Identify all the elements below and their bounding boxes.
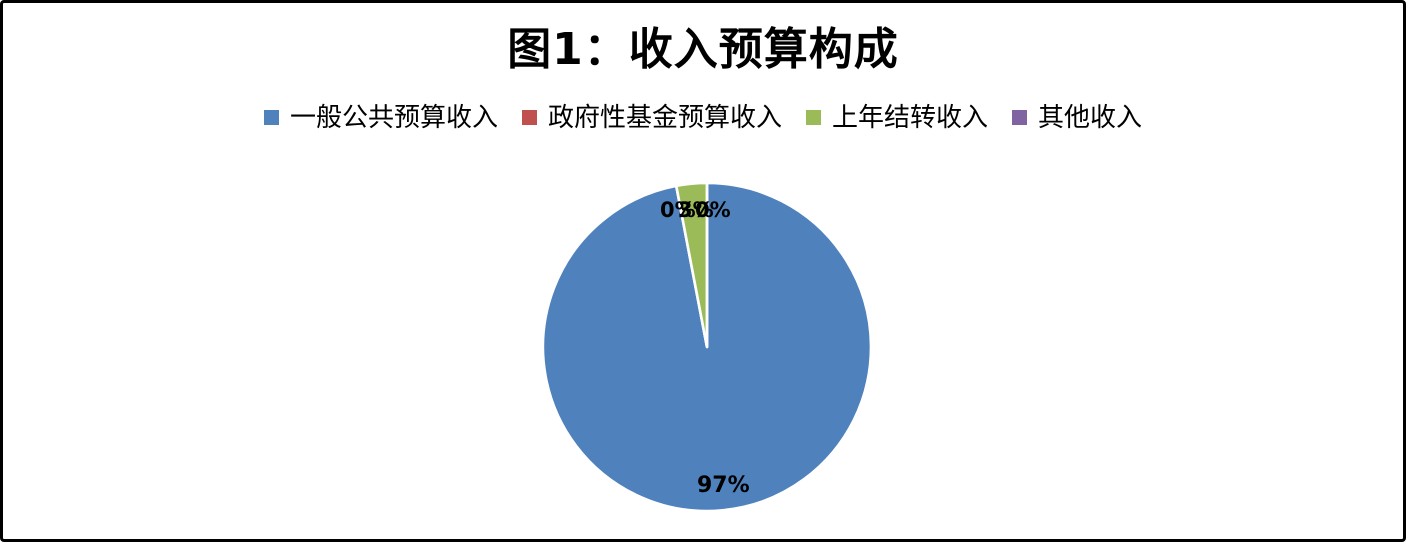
data-label-other-income: 0%	[695, 198, 731, 222]
data-label-government-fund-budget: 0%	[660, 198, 696, 222]
legend-swatch-red-icon	[521, 109, 537, 125]
data-label-carryover-income: 3%	[678, 198, 714, 222]
legend-swatch-green-icon	[806, 109, 821, 125]
legend-label: 一般公共预算收入	[289, 103, 498, 132]
legend-item-carryover-income: 上年结转收入	[806, 97, 988, 134]
legend-item-other-income: 其他收入	[1012, 97, 1142, 134]
legend-label: 上年结转收入	[832, 103, 989, 132]
pie-chart	[541, 181, 873, 513]
legend-swatch-blue-icon	[263, 109, 279, 125]
legend-item-government-fund-budget: 政府性基金预算收入	[521, 97, 782, 134]
legend-label: 其他收入	[1038, 103, 1143, 132]
legend-item-general-public-budget: 一般公共预算收入	[263, 97, 498, 134]
legend: 一般公共预算收入 政府性基金预算收入 上年结转收入 其他收入	[3, 97, 1403, 134]
pie-slice-carryover-income	[674, 181, 709, 349]
legend-swatch-purple-icon	[1012, 109, 1028, 125]
chart-title: 图1：收入预算构成	[507, 24, 899, 75]
legend-label: 政府性基金预算收入	[547, 103, 782, 132]
data-label-general-public-budget: 97%	[697, 473, 750, 498]
